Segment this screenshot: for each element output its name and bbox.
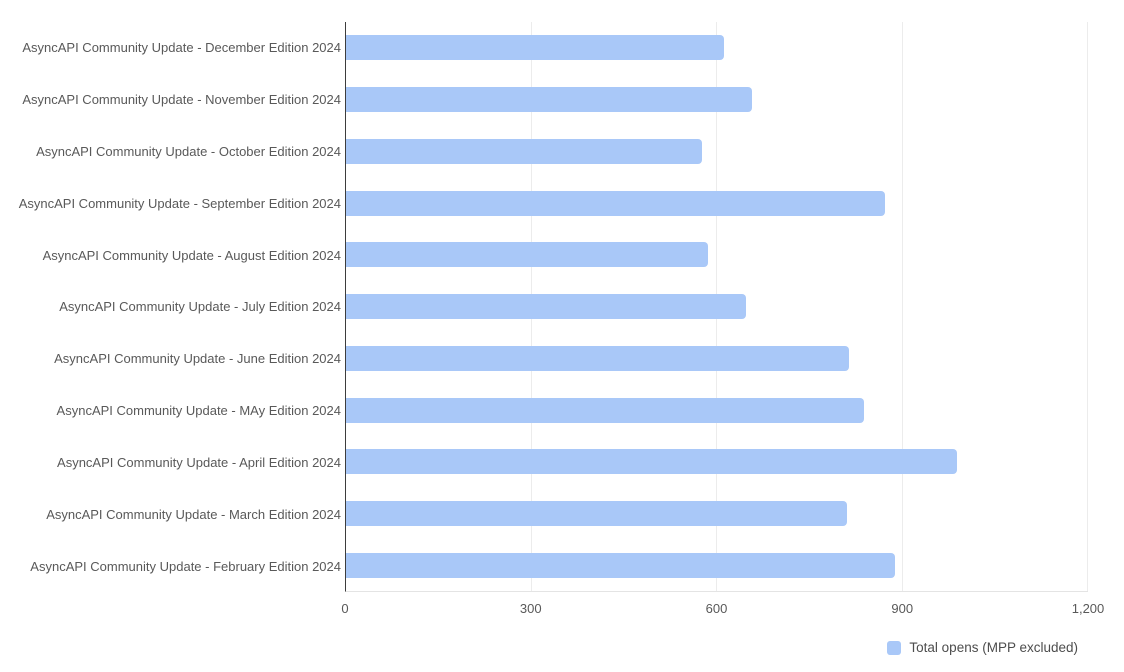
bar-row [346, 74, 1088, 126]
category-label: AsyncAPI Community Update - September Ed… [18, 195, 341, 211]
gridline [1087, 22, 1088, 591]
category-label: AsyncAPI Community Update - July Edition… [59, 299, 341, 315]
category-label-row: AsyncAPI Community Update - June Edition… [0, 333, 341, 385]
legend-swatch-icon [887, 640, 902, 655]
bar-total-opens[interactable] [346, 138, 703, 164]
bar-total-opens[interactable] [346, 35, 725, 61]
plot-area [345, 22, 1088, 592]
category-label: AsyncAPI Community Update - October Edit… [36, 144, 341, 160]
bar-total-opens[interactable] [346, 500, 847, 526]
bar-row [346, 332, 1088, 384]
x-axis-tick-label: 300 [519, 601, 542, 616]
bar-row [346, 125, 1088, 177]
category-label: AsyncAPI Community Update - August Editi… [42, 247, 341, 263]
category-label-row: AsyncAPI Community Update - August Editi… [0, 229, 341, 281]
category-label-row: AsyncAPI Community Update - September Ed… [0, 177, 341, 229]
category-label: AsyncAPI Community Update - June Edition… [54, 351, 341, 367]
category-label-row: AsyncAPI Community Update - July Edition… [0, 281, 341, 333]
category-label: AsyncAPI Community Update - MAy Edition … [56, 403, 341, 419]
category-labels-column: AsyncAPI Community Update - December Edi… [0, 22, 341, 592]
x-axis-tick-label: 1,200 [1071, 601, 1105, 616]
x-axis-tick-label: 0 [341, 601, 349, 616]
bar-total-opens[interactable] [346, 87, 753, 113]
category-label-row: AsyncAPI Community Update - October Edit… [0, 126, 341, 178]
bar-total-opens[interactable] [346, 552, 896, 578]
category-label: AsyncAPI Community Update - February Edi… [30, 558, 341, 574]
bar-row [346, 436, 1088, 488]
x-axis-tick-label: 600 [705, 601, 728, 616]
category-label: AsyncAPI Community Update - November Edi… [22, 92, 341, 108]
category-label-row: AsyncAPI Community Update - April Editio… [0, 437, 341, 489]
bar-row [346, 22, 1088, 74]
bar-total-opens[interactable] [346, 190, 886, 216]
bar-row [346, 177, 1088, 229]
category-label-row: AsyncAPI Community Update - MAy Edition … [0, 385, 341, 437]
bar-total-opens[interactable] [346, 294, 747, 320]
bar-row [346, 488, 1088, 540]
legend-label: Total opens (MPP excluded) [909, 639, 1078, 655]
bar-total-opens[interactable] [346, 242, 708, 268]
bar-total-opens[interactable] [346, 397, 865, 423]
category-label-row: AsyncAPI Community Update - December Edi… [0, 22, 341, 74]
bars-layer [346, 22, 1088, 591]
category-label: AsyncAPI Community Update - March Editio… [46, 506, 341, 522]
bar-total-opens[interactable] [346, 345, 849, 371]
category-label: AsyncAPI Community Update - April Editio… [57, 454, 341, 470]
bar-row [346, 384, 1088, 436]
x-axis-tick-label: 900 [891, 601, 914, 616]
bar-total-opens[interactable] [346, 449, 957, 475]
category-label-row: AsyncAPI Community Update - November Edi… [0, 74, 341, 126]
category-label-row: AsyncAPI Community Update - February Edi… [0, 540, 341, 592]
gridline [901, 22, 903, 591]
bar-row [346, 539, 1088, 591]
x-axis: 0 300 600 900 1,200 [341, 601, 1104, 617]
legend[interactable]: Total opens (MPP excluded) [887, 639, 1078, 656]
bar-row [346, 281, 1088, 333]
bar-row [346, 229, 1088, 281]
category-label: AsyncAPI Community Update - December Edi… [22, 40, 341, 56]
category-label-row: AsyncAPI Community Update - March Editio… [0, 488, 341, 540]
